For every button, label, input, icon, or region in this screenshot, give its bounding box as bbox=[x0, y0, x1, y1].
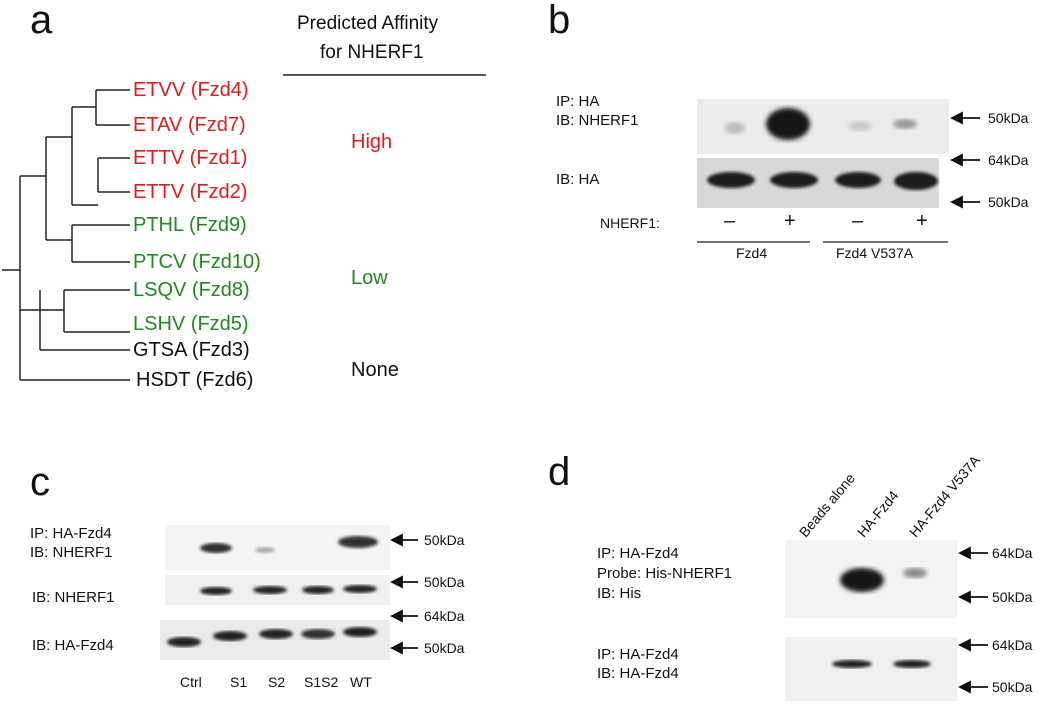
b-ip-ha: IP: HA bbox=[556, 93, 600, 110]
blot-b-ha bbox=[697, 158, 939, 208]
blot-d-his bbox=[785, 540, 957, 618]
b-sign-lane1: – bbox=[724, 210, 736, 232]
d-probe-his-nherf1: Probe: His-NHERF1 bbox=[597, 565, 733, 582]
panel-label-d: d bbox=[548, 450, 571, 494]
tip-label-fzd1: ETTV (Fzd1) bbox=[133, 147, 248, 169]
tip-label-fzd9: PTHL (Fzd9) bbox=[133, 214, 247, 236]
c-marker-50kda-1: 50kDa bbox=[424, 532, 465, 548]
blot-b-nherf1 bbox=[697, 99, 949, 154]
d-marker-64kda-2: 64kDa bbox=[992, 637, 1033, 653]
b-ib-ha: IB: HA bbox=[556, 171, 600, 188]
tip-label-fzd6: HSDT (Fzd6) bbox=[136, 369, 254, 391]
c-marker-64kda: 64kDa bbox=[424, 608, 465, 624]
phylogenetic-tree bbox=[2, 89, 130, 381]
blot-d-ha bbox=[785, 637, 957, 701]
b-sign-lane2: + bbox=[784, 210, 796, 232]
b-sign-lane4: + bbox=[916, 210, 928, 232]
panel-d-arrows bbox=[957, 546, 988, 694]
c-ib-ha-fzd4: IB: HA-Fzd4 bbox=[32, 637, 114, 654]
c-ib-nherf1-2: IB: NHERF1 bbox=[32, 589, 115, 606]
panel-label-a: a bbox=[30, 0, 53, 42]
tip-label-fzd4: ETVV (Fzd4) bbox=[133, 79, 249, 101]
c-lane-wt: WT bbox=[350, 674, 372, 690]
affinity-none: None bbox=[351, 359, 399, 381]
blot-c-row3 bbox=[160, 620, 390, 660]
b-marker-50kda-bottom: 50kDa bbox=[988, 194, 1029, 210]
tip-label-fzd2: ETTV (Fzd2) bbox=[133, 181, 248, 203]
panel-label-b: b bbox=[548, 0, 571, 42]
c-marker-50kda-2: 50kDa bbox=[424, 574, 465, 590]
c-lane-s1: S1 bbox=[230, 674, 248, 690]
c-ib-nherf1-1: IB: NHERF1 bbox=[30, 544, 113, 561]
panel-label-c: c bbox=[30, 460, 50, 504]
d-marker-50kda-1: 50kDa bbox=[992, 589, 1033, 605]
b-group-fzd4: Fzd4 bbox=[736, 245, 768, 261]
blot-c-row2 bbox=[165, 575, 390, 605]
c-marker-50kda-3: 50kDa bbox=[424, 640, 465, 656]
tip-label-fzd10: PTCV (Fzd10) bbox=[133, 251, 261, 273]
tip-label-fzd3: GTSA (Fzd3) bbox=[133, 339, 250, 361]
b-marker-50kda-top: 50kDa bbox=[988, 110, 1029, 126]
d-ib-his: IB: His bbox=[597, 585, 642, 602]
d-ip-ha-fzd4-2: IP: HA-Fzd4 bbox=[597, 646, 679, 663]
tip-label-fzd5: LSHV (Fzd5) bbox=[133, 313, 249, 335]
panel-c-arrows bbox=[389, 533, 418, 655]
affinity-high: High bbox=[351, 131, 393, 153]
d-ib-ha-fzd4: IB: HA-Fzd4 bbox=[597, 665, 679, 682]
b-nherf1-row-label: NHERF1: bbox=[600, 215, 660, 231]
c-ip-ha-fzd4: IP: HA-Fzd4 bbox=[30, 525, 112, 542]
b-group-fzd4-v537a: Fzd4 V537A bbox=[836, 245, 914, 261]
c-lane-s2: S2 bbox=[268, 674, 286, 690]
affinity-low: Low bbox=[351, 267, 388, 289]
affinity-header-line1: Predicted Affinity bbox=[297, 13, 439, 34]
tip-label-fzd7: ETAV (Fzd7) bbox=[133, 114, 246, 136]
blot-c-row1 bbox=[165, 525, 390, 570]
panel-b-arrows bbox=[949, 111, 980, 209]
d-marker-50kda-2: 50kDa bbox=[992, 679, 1033, 695]
d-marker-64kda-1: 64kDa bbox=[992, 545, 1033, 561]
d-ip-ha-fzd4-1: IP: HA-Fzd4 bbox=[597, 545, 679, 562]
b-ib-nherf1: IB: NHERF1 bbox=[556, 112, 639, 129]
affinity-header-line2: for NHERF1 bbox=[320, 42, 424, 63]
b-marker-64kda: 64kDa bbox=[988, 152, 1029, 168]
c-lane-s1s2: S1S2 bbox=[304, 674, 339, 690]
tip-label-fzd8: LSQV (Fzd8) bbox=[133, 279, 250, 301]
c-lane-ctrl: Ctrl bbox=[180, 674, 202, 690]
b-sign-lane3: – bbox=[852, 210, 864, 232]
